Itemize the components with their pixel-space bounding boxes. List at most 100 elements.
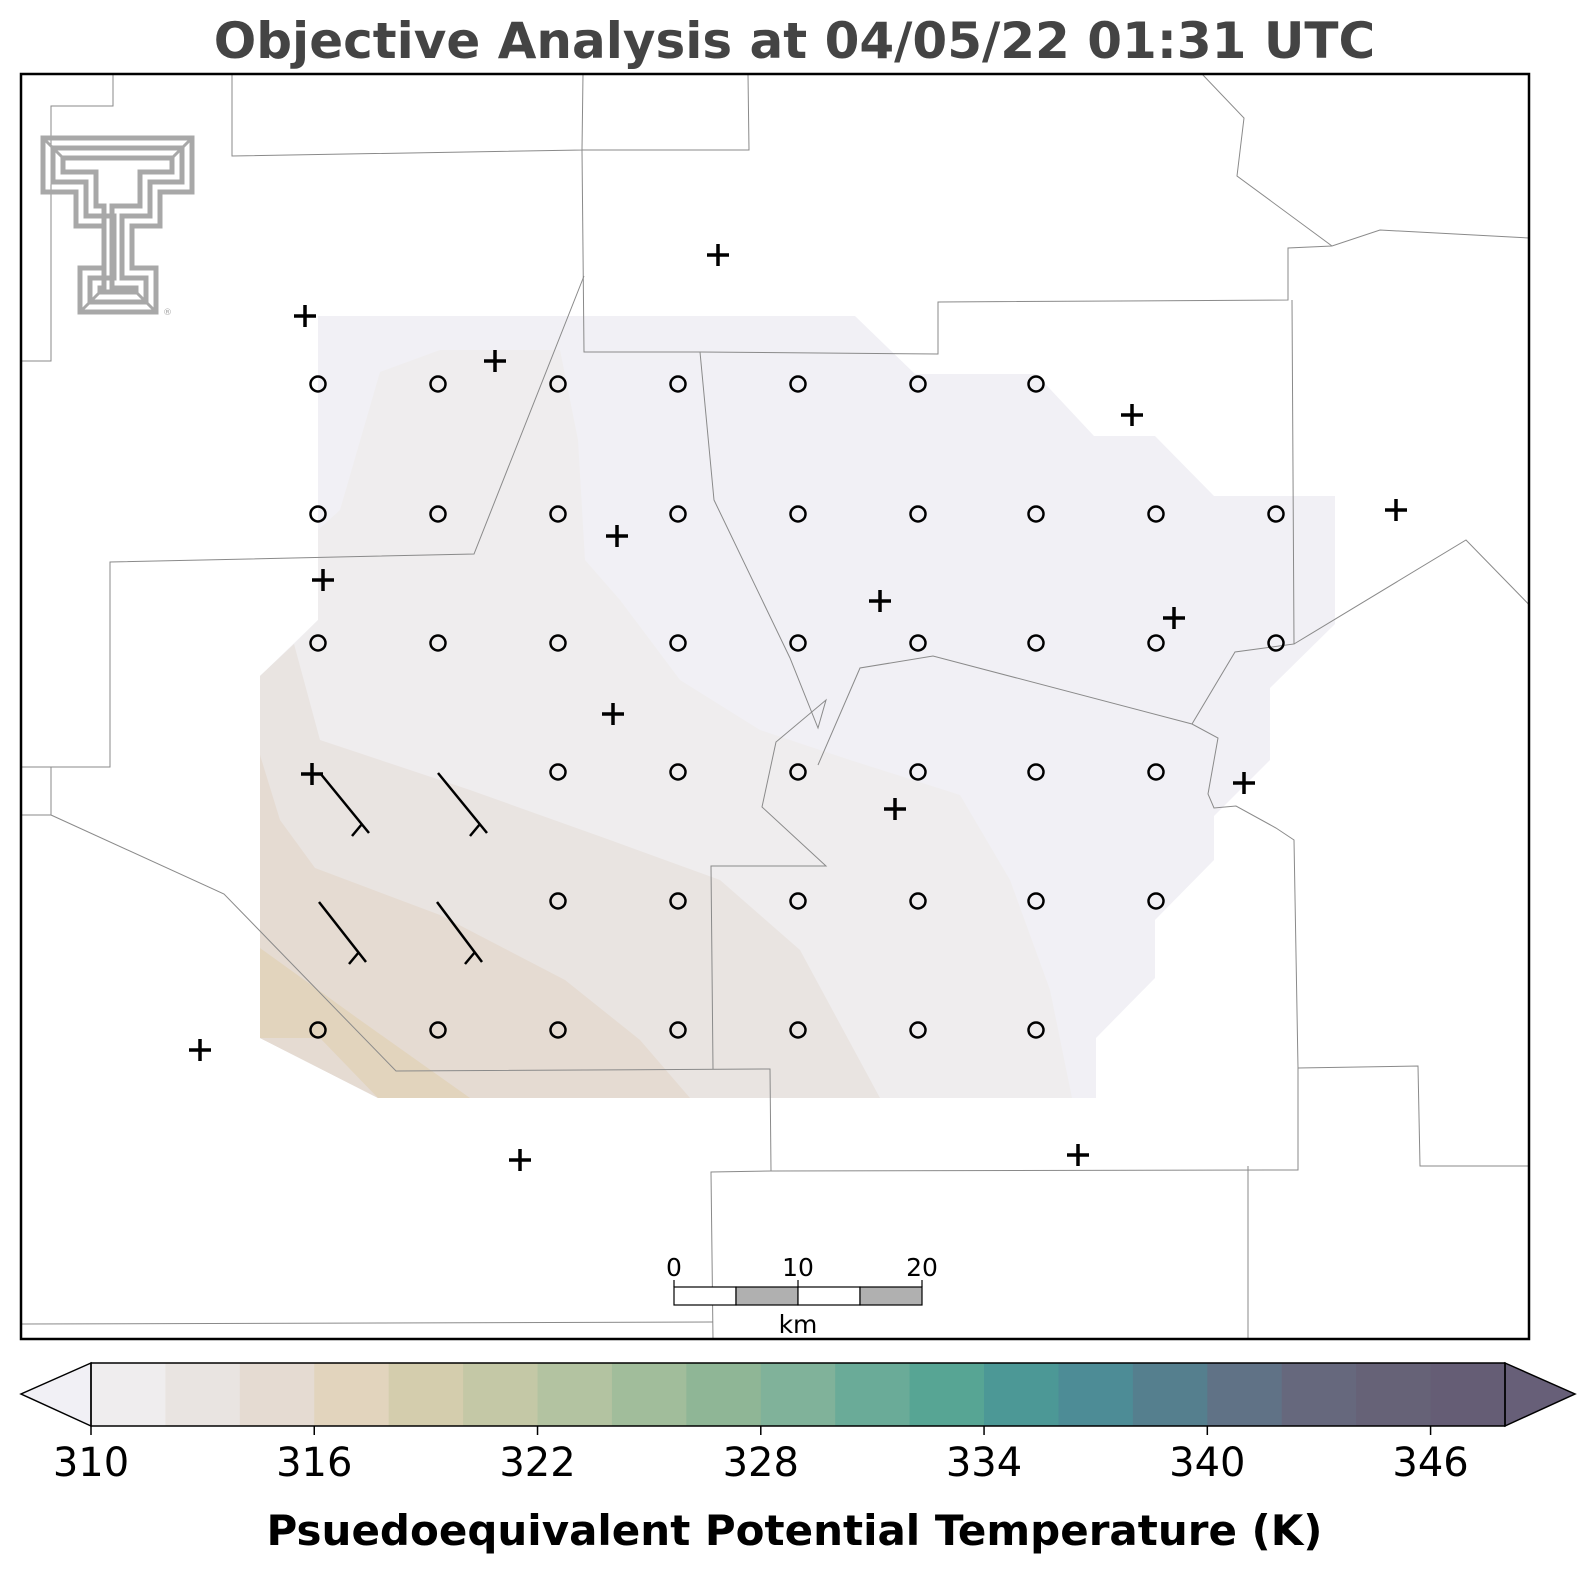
colorbar-tick-label: 346	[1392, 1440, 1468, 1486]
colorbar-cell	[1356, 1363, 1432, 1426]
circle-icon	[1147, 634, 1165, 652]
colorbar-tick-label: 316	[276, 1440, 352, 1486]
plus-icon	[1067, 1144, 1089, 1166]
colorbar: 310 316 322 328 334 340 346	[19, 1361, 1577, 1486]
circle-icon	[549, 375, 567, 393]
scale-bar: 0 10 20 km	[666, 1253, 938, 1339]
colorbar-cell	[1430, 1363, 1506, 1426]
circle-icon	[909, 375, 927, 393]
colorbar-cell	[388, 1363, 464, 1426]
circle-icon	[669, 1021, 687, 1039]
circle-icon	[1027, 634, 1045, 652]
plus-icon	[484, 350, 506, 372]
colorbar-cell	[984, 1363, 1059, 1426]
colorbar-cells	[91, 1363, 1506, 1426]
colorbar-cell	[91, 1363, 166, 1426]
circle-icon	[789, 375, 807, 393]
circle-icon	[549, 1021, 567, 1039]
contour-fill-318-320	[260, 948, 470, 1098]
circle-icon	[549, 505, 567, 523]
colorbar-tick-label: 310	[53, 1440, 129, 1486]
analysis-grid-points	[309, 375, 1285, 1039]
colorbar-cell	[686, 1363, 762, 1426]
colorbar-cell	[537, 1363, 613, 1426]
plus-icon	[884, 798, 906, 820]
logo-registered-mark: ®	[163, 308, 172, 318]
circle-icon	[429, 375, 447, 393]
plus-icon	[294, 305, 316, 327]
circle-icon	[1267, 505, 1285, 523]
circle-icon	[1267, 634, 1285, 652]
colorbar-cell	[760, 1363, 836, 1426]
circle-icon	[909, 763, 927, 781]
circle-icon	[909, 505, 927, 523]
circle-icon	[909, 892, 927, 910]
circle-icon	[1027, 763, 1045, 781]
plus-icon	[606, 525, 628, 547]
circle-icon	[909, 634, 927, 652]
wind-barb-icon	[436, 901, 483, 965]
circle-icon	[1147, 892, 1165, 910]
plus-icon	[1163, 607, 1185, 629]
circle-icon	[789, 505, 807, 523]
colorbar-cell	[1132, 1363, 1208, 1426]
map-panel: ® 0	[21, 74, 1529, 1339]
plus-icon	[312, 569, 334, 591]
scale-bar-label-20: 20	[906, 1253, 938, 1282]
circle-icon	[1027, 892, 1045, 910]
colorbar-cell	[239, 1363, 315, 1426]
colorbar-cell	[1281, 1363, 1357, 1426]
circle-icon	[1027, 505, 1045, 523]
scale-bar-label-0: 0	[666, 1253, 682, 1282]
circle-icon	[789, 763, 807, 781]
circle-icon	[669, 634, 687, 652]
circle-icon	[549, 892, 567, 910]
circle-icon	[669, 892, 687, 910]
plus-icon	[1233, 772, 1255, 794]
texas-tech-logo	[40, 135, 195, 315]
circle-icon	[669, 375, 687, 393]
circle-icon	[669, 763, 687, 781]
circle-icon	[309, 375, 327, 393]
circle-icon	[669, 505, 687, 523]
circle-icon	[549, 763, 567, 781]
circle-icon	[1147, 763, 1165, 781]
colorbar-tick-label: 340	[1169, 1440, 1245, 1486]
colorbar-outline	[90, 1362, 1506, 1427]
circle-icon	[789, 892, 807, 910]
contour-fill-316-318	[260, 755, 690, 1098]
colorbar-tick-label: 328	[723, 1440, 799, 1486]
plus-icon	[509, 1149, 531, 1171]
colorbar-cell	[909, 1363, 985, 1426]
circle-icon	[789, 1021, 807, 1039]
plus-icon	[869, 590, 891, 612]
colorbar-cell	[1058, 1363, 1134, 1426]
circle-icon	[429, 1021, 447, 1039]
county-boundaries	[21, 74, 1529, 1339]
plus-icon	[1385, 499, 1407, 521]
plus-icon	[707, 244, 729, 266]
plus-icon	[189, 1039, 211, 1061]
wind-barbs	[318, 772, 488, 965]
colorbar-tick-label: 322	[499, 1440, 575, 1486]
circle-icon	[309, 505, 327, 523]
colorbar-cell	[611, 1363, 687, 1426]
colorbar-label: Psuedoequivalent Potential Temperature (…	[266, 1506, 1323, 1555]
colorbar-extend-high	[1504, 1361, 1577, 1428]
colorbar-extend-low	[19, 1361, 92, 1428]
plus-icon	[1121, 404, 1143, 426]
colorbar-cell	[1207, 1363, 1283, 1426]
plus-icon	[602, 703, 624, 725]
colorbar-ticks: 310 316 322 328 334 340 346	[53, 1426, 1469, 1486]
colorbar-tick-label: 334	[946, 1440, 1022, 1486]
scale-bar-unit: km	[779, 1310, 818, 1339]
circle-icon	[789, 634, 807, 652]
circle-icon	[1027, 1021, 1045, 1039]
scale-bar-label-10: 10	[782, 1253, 814, 1282]
circle-icon	[549, 634, 567, 652]
circle-icon	[1147, 505, 1165, 523]
wind-barb-icon	[319, 772, 370, 837]
circle-icon	[309, 634, 327, 652]
colorbar-cell	[314, 1363, 390, 1426]
